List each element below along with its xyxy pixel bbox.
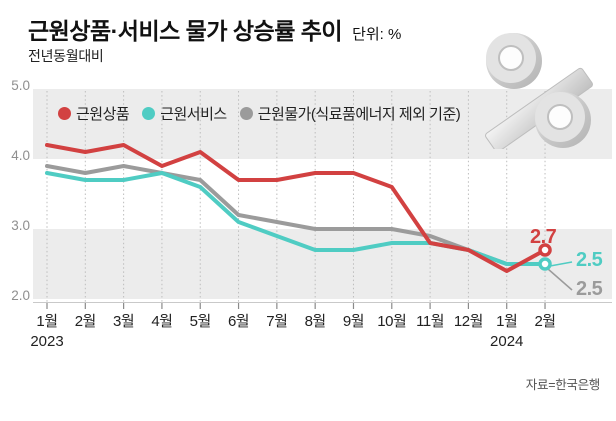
svg-text:11월: 11월 (416, 313, 444, 330)
svg-text:2024: 2024 (490, 333, 523, 350)
svg-text:2023: 2023 (30, 333, 63, 350)
end-value-core-cpi: 2.5 (576, 278, 603, 300)
svg-text:4월: 4월 (151, 313, 172, 330)
legend-dot-icon (142, 107, 156, 120)
chart-legend: 근원상품 근원서비스 근원물가(식료품에너지 제외 기준) (58, 103, 461, 124)
legend-item-core-cpi: 근원물가(식료품에너지 제외 기준) (239, 103, 461, 124)
svg-text:2월: 2월 (534, 313, 555, 330)
percent-3d-icon (485, 33, 593, 149)
unit-label: 단위: % (352, 26, 402, 43)
svg-text:7월: 7월 (266, 313, 287, 330)
legend-item-core-services: 근원서비스 (142, 103, 227, 124)
legend-dot-icon (58, 107, 71, 120)
chart-subtitle: 전년동월대비 (28, 48, 104, 64)
svg-text:4.0: 4.0 (11, 148, 30, 163)
svg-text:5.0: 5.0 (11, 78, 30, 93)
svg-text:12월: 12월 (454, 313, 483, 330)
end-value-core-services: 2.5 (576, 249, 603, 271)
legend-item-core-goods: 근원상품 (58, 103, 130, 124)
svg-text:5월: 5월 (190, 313, 211, 330)
end-value-core-goods: 2.7 (530, 226, 557, 248)
svg-text:10월: 10월 (377, 313, 406, 330)
svg-text:6월: 6월 (228, 313, 249, 330)
svg-text:3월: 3월 (113, 313, 134, 330)
svg-text:2.0: 2.0 (11, 288, 30, 303)
svg-text:1월: 1월 (496, 313, 517, 330)
svg-text:9월: 9월 (343, 313, 364, 330)
svg-text:1월: 1월 (36, 313, 57, 330)
svg-text:3.0: 3.0 (11, 218, 30, 233)
svg-text:2월: 2월 (75, 313, 96, 330)
data-source-credit: 자료=한국은행 (525, 378, 601, 392)
svg-text:8월: 8월 (305, 313, 326, 330)
legend-dot-icon (239, 107, 253, 120)
page-title: 근원상품·서비스 물가 상승률 추이 (28, 18, 343, 44)
